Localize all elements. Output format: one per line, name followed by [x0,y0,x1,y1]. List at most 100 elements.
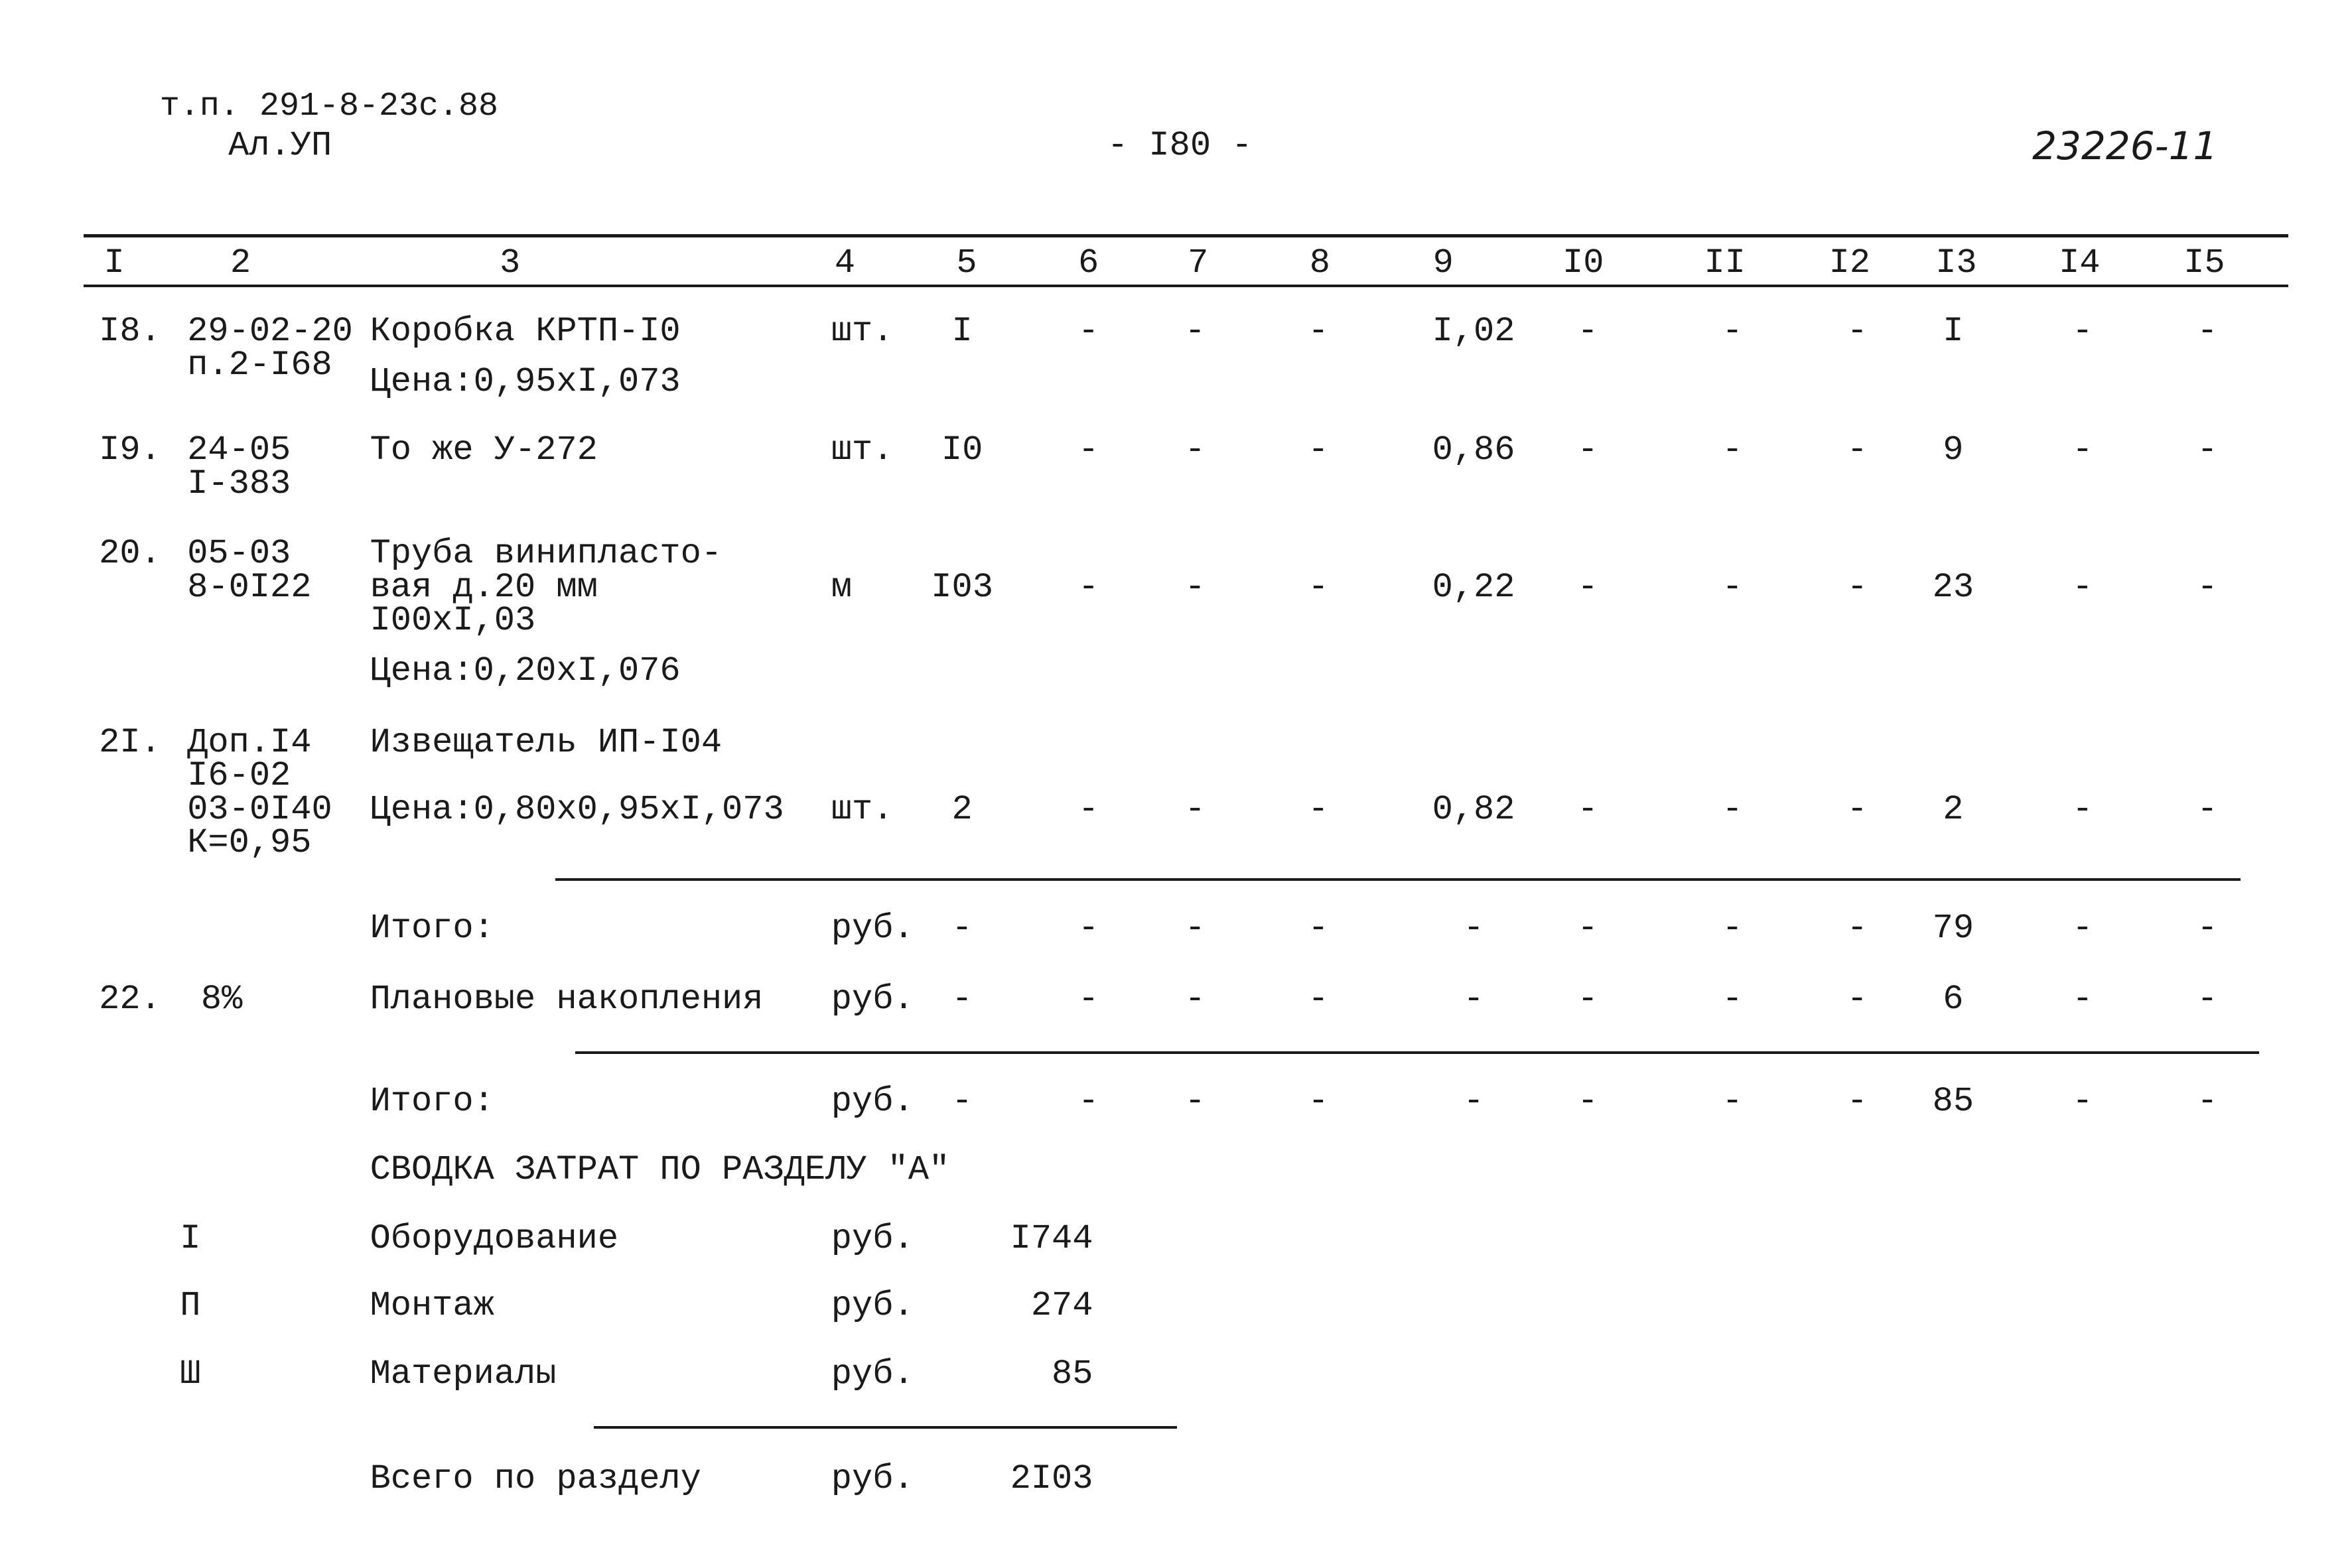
cell: - [1577,980,1598,1019]
rate-code: 24-05 [187,430,291,470]
cell: - [1722,980,1743,1019]
cell: 85 [1932,1082,1974,1122]
column-number: II [1704,243,1746,283]
cell: - [1184,908,1206,948]
column-number: I2 [1829,243,1871,283]
cell: - [1308,908,1329,948]
column-number: I0 [1562,243,1604,283]
doc-code: т.п. 291-8-23с.88 [159,87,499,125]
album-label: Ал.УП [228,126,332,166]
cell: - [1577,567,1598,607]
cell: - [1184,430,1206,470]
column-number: 7 [1188,243,1209,283]
cell: I,02 [1432,312,1515,352]
unit: руб. [831,1354,914,1394]
cell: - [1846,567,1868,607]
cell: - [1308,980,1329,1019]
column-number: 5 [956,243,977,283]
cell: - [2197,908,2218,948]
cell: - [1463,1082,1484,1122]
rate-code: 8-0I22 [187,567,312,607]
cell: I [951,312,973,352]
cell: - [1463,908,1484,948]
column-number: 3 [500,243,521,283]
cell: 0,86 [1432,430,1515,470]
unit: руб. [831,1285,914,1325]
cell: 0,22 [1432,567,1515,607]
row-number: I8. [99,312,161,352]
cell: - [1577,312,1598,352]
cell: - [1577,789,1598,829]
cell: - [2197,789,2218,829]
total-name: Итого: [370,908,494,948]
cell: - [2197,430,2218,470]
row-number: I9. [99,430,161,470]
column-number: I3 [1935,243,1977,283]
grand-total-amount: 2I03 [1010,1459,1093,1499]
rate-code: 8% [200,980,243,1019]
cell: - [1846,1082,1868,1122]
cell: I [1943,312,1964,352]
cell: I03 [931,567,993,607]
cell: - [1846,430,1868,470]
amount: 85 [1052,1354,1093,1394]
rate-code: 29-02-20 [187,312,353,352]
cell: 0,82 [1432,789,1515,829]
rate-code: 05-03 [187,534,291,574]
rate-code: I-383 [187,464,291,503]
row-number: 2I. [99,722,161,762]
price-formula: Цена:0,80х0,95хI,073 [370,789,784,829]
unit: руб. [831,1459,914,1499]
rate-code: К=0,95 [187,823,312,863]
amount: I744 [1010,1218,1093,1258]
cell: - [1184,980,1206,1019]
cell: - [1308,567,1329,607]
section-name: Материалы [370,1354,557,1394]
cell: - [1577,1082,1598,1122]
table-top-rule [84,234,2288,238]
item-name: Труба винипласто- [370,534,723,574]
cell: - [1077,567,1099,607]
cell: 79 [1932,908,1974,948]
cell: - [2072,1082,2093,1122]
cell: руб. [831,980,914,1019]
cell: 6 [1943,980,1964,1019]
stamp: 23226-11 [2032,123,2218,169]
cell: - [1722,430,1743,470]
cell: м [831,567,852,607]
cell: - [1722,789,1743,829]
cell: шт. [831,789,894,829]
cell: - [1308,789,1329,829]
cell: - [1308,1082,1329,1122]
unit: руб. [831,1218,914,1258]
cell: - [2072,430,2093,470]
cell: - [2197,980,2218,1019]
cell: - [2072,567,2093,607]
cell: - [1077,980,1099,1019]
section-number: П [180,1285,201,1325]
cell: - [1722,908,1743,948]
cell: - [2072,789,2093,829]
column-number: 4 [834,243,856,283]
cell: 23 [1932,567,1974,607]
total-rule [575,1051,2260,1055]
cell: руб. [831,1082,914,1122]
column-number: I5 [2183,243,2225,283]
cell: - [1077,312,1099,352]
summary-rule [593,1425,1177,1429]
cell: - [2197,1082,2218,1122]
cell: - [1846,980,1868,1019]
cell: - [1077,789,1099,829]
cell: - [951,1082,973,1122]
cell: - [1308,312,1329,352]
cell: - [2197,312,2218,352]
item-name: I00хI,03 [370,601,536,641]
cell: шт. [831,430,894,470]
row-number: 22. [99,980,161,1019]
section-name: Оборудование [370,1218,619,1258]
cell: - [1077,908,1099,948]
cell: - [1077,1082,1099,1122]
section-number: I [180,1218,201,1258]
cell: - [951,908,973,948]
subtotal-rule [555,878,2241,881]
